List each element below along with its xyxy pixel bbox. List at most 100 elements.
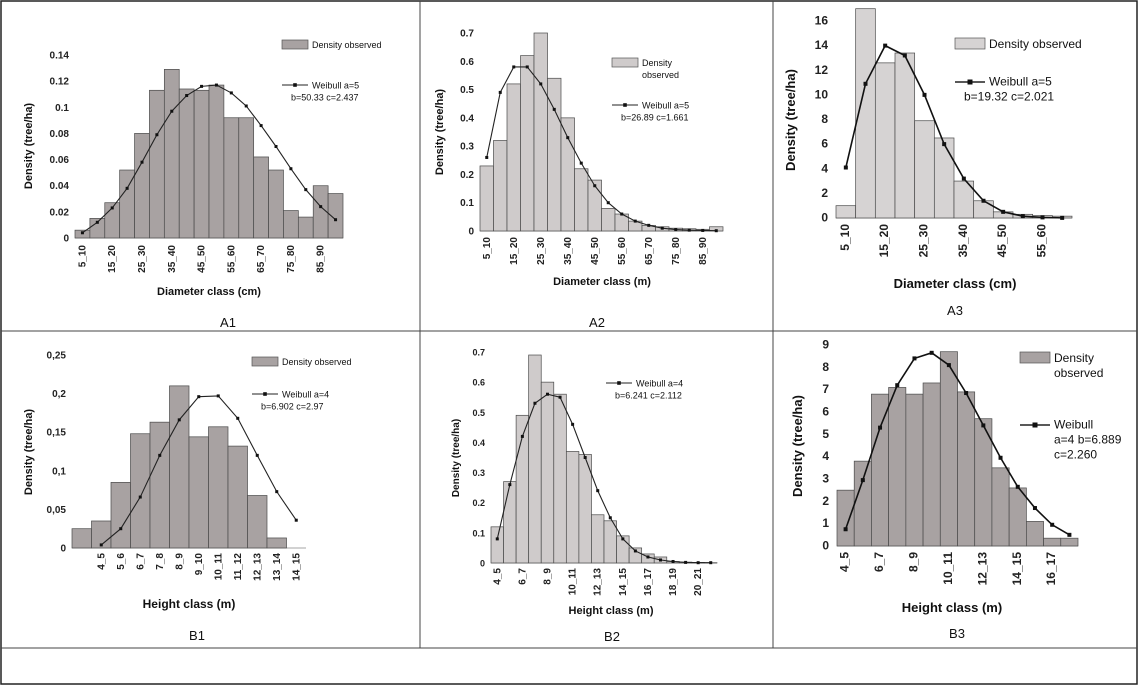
- legend-bar-swatch: [1019, 351, 1051, 364]
- panel-caption: A3: [947, 303, 963, 318]
- weibull-point: [912, 356, 917, 361]
- y-tick-label: 0: [480, 559, 485, 569]
- legend-bar-label-2: observed: [642, 70, 679, 80]
- weibull-point: [571, 422, 575, 426]
- x-tick-label: 12_13: [252, 553, 263, 581]
- y-tick-label: 0,1: [52, 466, 66, 477]
- weibull-point: [606, 201, 610, 205]
- y-tick-label: 0.7: [460, 29, 474, 40]
- weibull-point: [860, 478, 865, 483]
- legend-line-marker: [617, 381, 621, 385]
- x-tick-label: 5_6: [116, 553, 127, 570]
- bar-b1: [188, 436, 209, 549]
- x-tick-label: 15_20: [877, 224, 891, 258]
- weibull-line-a1: [82, 84, 336, 234]
- x-tick-label: 25_30: [536, 237, 547, 265]
- x-tick-label: 12_13: [975, 552, 989, 586]
- weibull-point: [608, 516, 612, 520]
- bar-b2: [503, 481, 517, 564]
- bar-a1: [238, 117, 255, 239]
- weibull-point: [646, 555, 650, 559]
- bar-a2: [574, 168, 589, 232]
- panel-b3: 0 1 2 3 4 5 6 7 8 9 4_5 6_7 8_9 10_11 12_13 14_15 16_17 D…: [790, 338, 1122, 642]
- x-axis-title: Diameter class (cm): [894, 276, 1017, 291]
- bar-a3: [933, 137, 955, 219]
- weibull-point: [185, 94, 189, 98]
- weibull-point: [304, 188, 308, 192]
- panel-b1: 0 0,05 0,1 0,15 0,2 0,25 4_5 5_6 6_7 7_8 8_9 9_10 10…: [23, 351, 352, 644]
- legend-bar-label-2: observed: [1054, 366, 1103, 380]
- bar-b2: [578, 454, 592, 564]
- bar-b2: [490, 526, 504, 564]
- legend-line-label-3: c=2.260: [1054, 448, 1097, 462]
- weibull-point: [99, 543, 103, 547]
- y-tick-label: 0.08: [50, 129, 70, 140]
- weibull-point: [674, 228, 678, 232]
- bar-a2: [520, 55, 535, 232]
- x-tick-label: 4_5: [838, 552, 852, 572]
- bar-a1: [297, 216, 314, 239]
- y-tick-label: 0: [822, 539, 829, 553]
- legend-bar-swatch: [281, 39, 309, 50]
- weibull-point: [566, 136, 570, 140]
- y-tick-label: 8: [821, 112, 828, 126]
- weibull-point: [170, 109, 174, 113]
- y-tick-label: 0.1: [55, 103, 69, 114]
- y-tick-label: 0: [63, 234, 69, 245]
- weibull-point: [498, 90, 502, 94]
- weibull-point: [998, 455, 1003, 460]
- x-axis-title: Height class (m): [143, 597, 236, 611]
- weibull-point: [214, 83, 218, 87]
- bar-a2: [493, 140, 508, 232]
- y-axis-title: Density (tree/ha): [783, 69, 798, 171]
- legend-line-label-2: b=26.89 c=1.661: [621, 113, 689, 123]
- x-tick-label: 13_14: [272, 553, 283, 581]
- weibull-point: [863, 81, 868, 86]
- x-tick-label: 55_60: [1035, 224, 1049, 258]
- y-tick-label: 6: [821, 137, 828, 151]
- bar-b3: [888, 387, 907, 547]
- x-tick-label: 45_50: [197, 245, 208, 273]
- y-tick-label: 9: [822, 338, 829, 352]
- legend-line-label-2: b=6.902 c=2.97: [261, 402, 324, 412]
- bar-b1: [110, 482, 131, 549]
- weibull-point: [294, 518, 298, 522]
- weibull-point: [80, 231, 84, 235]
- x-axis-title: Diameter class (cm): [157, 286, 261, 298]
- weibull-point: [981, 423, 986, 428]
- legend-a1: Density observed Weibull a=5 b=50.33 c=2.4…: [281, 39, 382, 103]
- x-tick-label: 8_9: [174, 553, 185, 570]
- weibull-point: [946, 363, 951, 368]
- weibull-point: [1060, 215, 1065, 220]
- x-tick-label: 25_30: [917, 224, 931, 258]
- x-tick-label: 45_50: [995, 224, 1009, 258]
- x-tick-label: 4_5: [96, 553, 107, 570]
- x-tick-label: 16_17: [643, 568, 654, 596]
- weibull-point: [878, 425, 883, 430]
- legend-b2: Weibull a=4 b=6.241 c=2.112: [606, 379, 683, 401]
- x-tick-label: 35_40: [563, 237, 574, 265]
- legend-line-label-2: b=19.32 c=2.021: [964, 90, 1054, 104]
- y-tick-label: 0.1: [460, 198, 474, 209]
- weibull-point: [1020, 214, 1025, 219]
- weibull-point: [659, 558, 662, 562]
- bar-a1: [283, 210, 299, 239]
- y-tick-label: 14: [815, 38, 829, 52]
- y-tick-label: 0.06: [50, 155, 70, 166]
- weibull-point: [621, 537, 625, 541]
- weibull-point: [1032, 506, 1037, 511]
- weibull-point: [274, 145, 278, 148]
- x-tick-label: 5_10: [838, 224, 852, 251]
- x-tick-label: 5_10: [77, 245, 88, 268]
- y-tick-label: 10: [815, 87, 829, 101]
- bar-a3: [973, 200, 994, 219]
- y-tick-label: 0.6: [472, 378, 485, 388]
- y-tick-label: 4: [822, 449, 829, 463]
- legend-bar-label: Density observed: [989, 37, 1082, 51]
- x-tick-label: 55_60: [226, 245, 237, 273]
- bar-a1: [223, 117, 240, 239]
- weibull-point: [319, 205, 323, 209]
- weibull-point: [334, 218, 338, 222]
- weibull-point: [289, 167, 293, 171]
- weibull-line-b2: [496, 393, 711, 564]
